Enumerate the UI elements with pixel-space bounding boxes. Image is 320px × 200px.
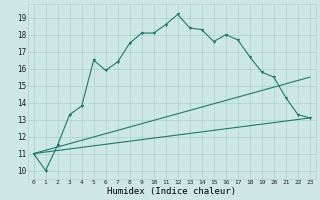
X-axis label: Humidex (Indice chaleur): Humidex (Indice chaleur) [107, 187, 236, 196]
